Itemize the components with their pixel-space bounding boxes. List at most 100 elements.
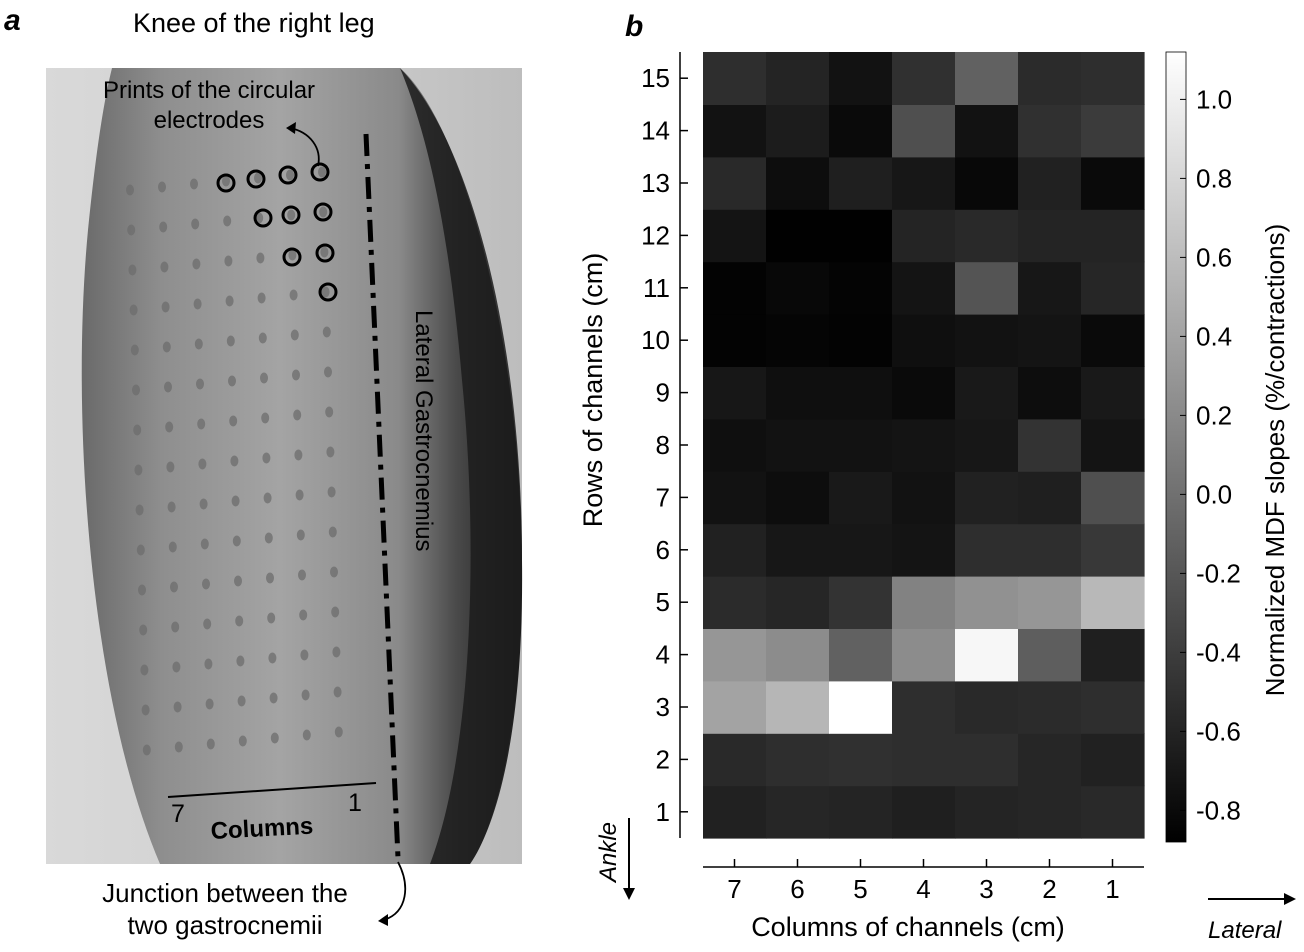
electrodes-label: Prints of the circular electrodes bbox=[64, 76, 354, 136]
heatmap-cell-r8-c1 bbox=[1081, 418, 1145, 472]
junction-line bbox=[363, 133, 401, 859]
heatmap-cell-r15-c4 bbox=[892, 52, 956, 105]
electrode-print-dot bbox=[140, 664, 149, 676]
column-right-number: 1 bbox=[348, 789, 362, 817]
electrode-print-dot bbox=[287, 209, 296, 221]
heatmap-cell-r1-c3 bbox=[955, 785, 1019, 839]
ankle-arrow bbox=[623, 818, 635, 900]
electrode-print-dot bbox=[205, 698, 214, 710]
electrode-print-dot bbox=[234, 575, 242, 587]
heatmap-cell-r12-c1 bbox=[1081, 209, 1145, 263]
electrode-print-dot bbox=[256, 252, 265, 264]
heatmap-cell-r1-c6 bbox=[766, 785, 830, 839]
electrode-print-dot bbox=[260, 372, 268, 384]
electrode-print-dot bbox=[267, 612, 276, 624]
heatmap-cell-r9-c2 bbox=[1018, 366, 1082, 420]
electrode-print-dot bbox=[129, 304, 138, 316]
electrode-print-dot bbox=[268, 652, 277, 664]
electrode-print-dot bbox=[133, 424, 142, 436]
electrode-print-dot bbox=[222, 175, 230, 187]
electrodes-label-line1: Prints of the circular bbox=[102, 77, 316, 104]
y-tick-label: 15 bbox=[641, 63, 670, 93]
electrode-print-dot bbox=[127, 224, 136, 236]
x-axis-ticks: 7 6 5 4 3 2 1 bbox=[727, 859, 1120, 904]
x-tick-label: 1 bbox=[1105, 874, 1119, 904]
heatmap-cell-r13-c1 bbox=[1081, 156, 1145, 210]
electrode-print-dot bbox=[130, 344, 139, 356]
x-tick-label: 6 bbox=[790, 874, 804, 904]
heatmap-cell-r10-c4 bbox=[892, 314, 956, 367]
heatmap-cell-r11-c5 bbox=[829, 261, 893, 315]
colorbar-tick-label: 0.6 bbox=[1196, 242, 1232, 272]
heatmap-cell-r14-c6 bbox=[766, 104, 830, 158]
heatmap-cell-r13-c6 bbox=[766, 156, 830, 210]
heatmap-cell-r3-c3 bbox=[955, 680, 1019, 734]
heatmap-cell-r15-c2 bbox=[1018, 52, 1082, 105]
heatmap-cell-r14-c7 bbox=[703, 104, 767, 158]
electrode-print-dot bbox=[202, 578, 210, 590]
heatmap-cell-r7-c3 bbox=[955, 471, 1019, 525]
heatmap-cell-r11-c6 bbox=[766, 261, 830, 315]
heatmap-cell-r4-c4 bbox=[892, 628, 956, 682]
electrode-print-dot bbox=[174, 741, 183, 753]
x-tick-label: 4 bbox=[916, 874, 930, 904]
electrode-print-dot bbox=[334, 726, 343, 738]
electrode-print-dot bbox=[257, 292, 266, 304]
electrode-print-dot bbox=[226, 335, 235, 347]
electrode-print-dot bbox=[167, 501, 176, 513]
electrode-print-dot bbox=[136, 544, 145, 556]
y-tick-label: 10 bbox=[641, 325, 670, 355]
leg-silhouette bbox=[81, 68, 523, 864]
y-tick-label: 8 bbox=[656, 430, 670, 460]
electrode-print-dot bbox=[228, 375, 236, 387]
electrode-print-dot bbox=[230, 455, 239, 467]
column-left-number: 7 bbox=[171, 800, 185, 828]
electrode-print-dot bbox=[266, 572, 274, 584]
electrode-print-dot bbox=[332, 646, 341, 658]
electrode-print-dot bbox=[236, 655, 245, 667]
heatmap-cell-r12-c7 bbox=[703, 209, 767, 263]
electrode-print-dot bbox=[258, 332, 267, 344]
heatmap-cell-r5-c2 bbox=[1018, 576, 1082, 629]
electrode-print-dot bbox=[231, 495, 240, 507]
muscle-label: Lateral Gastrocnemius bbox=[410, 310, 437, 552]
electrode-print-dot bbox=[333, 686, 342, 698]
highlighted-electrodes bbox=[216, 162, 338, 302]
heatmap-cell-r13-c4 bbox=[892, 156, 956, 210]
electrode-print-dot bbox=[198, 458, 207, 470]
heatmap-cell-r5-c3 bbox=[955, 576, 1019, 629]
heatmap-cell-r14-c5 bbox=[829, 104, 893, 158]
y-tick-label: 5 bbox=[656, 587, 670, 617]
colorbar-tick-label: 0.2 bbox=[1196, 400, 1232, 430]
electrode-print-dot bbox=[171, 621, 180, 633]
electrode-print-dot bbox=[190, 178, 198, 190]
electrode-print-dot bbox=[132, 384, 140, 396]
electrode-print-dot bbox=[139, 624, 148, 636]
leg-shadow bbox=[400, 68, 522, 864]
heatmap-cell-r10-c7 bbox=[703, 314, 767, 367]
electrode-print-dot bbox=[168, 541, 177, 553]
heatmap-cell-r2-c5 bbox=[829, 733, 893, 787]
electrode-print-dot bbox=[296, 529, 305, 541]
colorbar-ticks: 1.0 0.8 0.6 0.4 0.2 0.0 -0.2 -0.4 -0.6 -0.8 bbox=[1180, 84, 1241, 825]
panel-a-letter: a bbox=[4, 4, 21, 37]
electrode-print-dot bbox=[299, 609, 308, 621]
y-tick-label: 12 bbox=[641, 220, 670, 250]
electrode-print-dot bbox=[200, 538, 209, 550]
heatmap-cell-r4-c7 bbox=[703, 628, 767, 682]
electrode-print-dot bbox=[318, 166, 326, 178]
heatmap-cell-r8-c6 bbox=[766, 418, 830, 472]
panel-b-letter: b bbox=[625, 10, 644, 43]
ankle-label: Ankle bbox=[595, 822, 622, 884]
heatmap-cell-r10-c5 bbox=[829, 314, 893, 367]
junction-arrow bbox=[383, 861, 406, 921]
electrode-print-dot bbox=[331, 606, 340, 618]
heatmap-cell-r15-c5 bbox=[829, 52, 893, 105]
heatmap-cell-r11-c4 bbox=[892, 261, 956, 315]
y-tick-label: 7 bbox=[656, 482, 670, 512]
colorbar-tick-label: 0.0 bbox=[1196, 479, 1232, 509]
electrode-print-dot bbox=[138, 584, 146, 596]
electrode-print-dot bbox=[319, 206, 328, 218]
electrode-print-dot bbox=[302, 729, 311, 741]
heatmap-cell-r9-c1 bbox=[1081, 366, 1145, 420]
